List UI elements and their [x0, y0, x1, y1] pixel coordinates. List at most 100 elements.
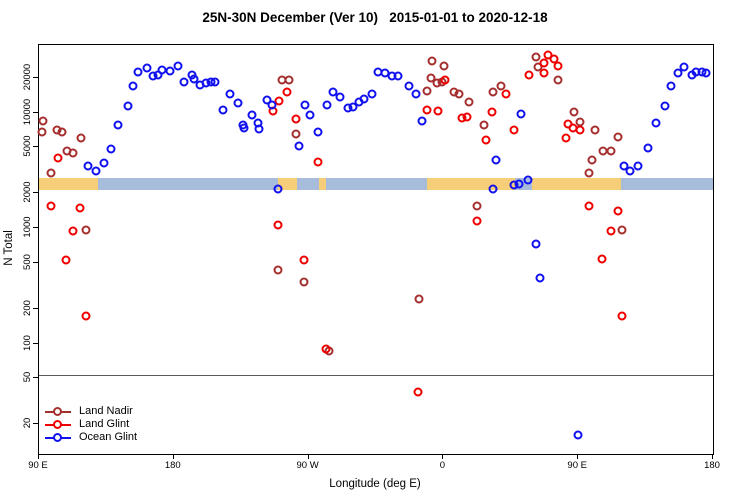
data-point-ocean-glint [294, 141, 304, 151]
data-point-ocean-glint [651, 118, 661, 128]
data-point-ocean-glint [491, 155, 501, 165]
map-band-segment-ocean [98, 178, 279, 190]
data-point-land-nadir [284, 75, 294, 85]
data-point-ocean-glint [247, 110, 257, 120]
data-point-land-nadir [81, 225, 91, 235]
data-point-ocean-glint [673, 68, 683, 78]
y-tick-label: 50 [22, 371, 33, 383]
data-point-ocean-glint [83, 161, 93, 171]
data-point-land-nadir [454, 89, 464, 99]
data-point-ocean-glint [633, 161, 643, 171]
y-tick [33, 377, 38, 379]
data-point-land-glint [433, 106, 443, 116]
data-point-ocean-glint [173, 61, 183, 71]
data-point-ocean-glint [514, 179, 524, 189]
y-tick [33, 76, 38, 78]
data-point-land-glint [321, 344, 331, 354]
data-point-land-glint [61, 255, 71, 265]
data-point-ocean-glint [133, 67, 143, 77]
data-point-ocean-glint [393, 71, 403, 81]
chart-title: 25N-30N December (Ver 10) 2015-01-01 to … [202, 10, 548, 25]
data-point-ocean-glint [404, 81, 414, 91]
legend-circle-icon [53, 420, 62, 429]
y-tick-label: 2000 [22, 181, 33, 203]
data-point-land-nadir [613, 132, 623, 142]
data-point-ocean-glint [619, 161, 629, 171]
data-point-land-glint [273, 220, 283, 230]
data-point-land-glint [291, 114, 301, 124]
data-point-land-nadir [291, 129, 301, 139]
data-point-ocean-glint [359, 94, 369, 104]
y-axis-title: N Total [3, 230, 15, 266]
legend-label: Land Nadir [79, 405, 133, 417]
legend: Land Nadir Land Glint Ocean Glint [45, 405, 137, 444]
legend-item-ocean-glint: Ocean Glint [45, 431, 137, 444]
map-band-segment-land [39, 178, 98, 190]
data-point-ocean-glint [300, 100, 310, 110]
legend-circle-icon [53, 433, 62, 442]
data-point-land-nadir [273, 265, 283, 275]
data-point-ocean-glint [666, 81, 676, 91]
data-point-land-glint [606, 226, 616, 236]
data-point-land-nadir [587, 155, 597, 165]
y-tick-label: 100 [22, 334, 33, 351]
data-point-land-nadir [584, 168, 594, 178]
data-point-ocean-glint [305, 110, 315, 120]
data-point-ocean-glint [573, 430, 583, 440]
data-point-land-glint [539, 58, 549, 68]
data-point-ocean-glint [335, 92, 345, 102]
data-point-land-glint [440, 75, 450, 85]
data-point-land-nadir [606, 146, 616, 156]
x-tick-label: 180 [704, 460, 720, 471]
data-point-ocean-glint [488, 184, 498, 194]
y-tick [33, 342, 38, 344]
data-point-land-glint [584, 201, 594, 211]
data-point-ocean-glint [142, 63, 152, 73]
legend-label: Ocean Glint [79, 431, 138, 443]
data-point-land-glint [462, 112, 472, 122]
y-tick-label: 500 [22, 253, 33, 270]
map-band-segment-land [426, 178, 515, 190]
data-point-land-nadir [422, 86, 432, 96]
map-band-segment-ocean [621, 178, 713, 190]
data-point-land-nadir [37, 127, 47, 137]
data-point-ocean-glint [516, 109, 526, 118]
data-point-land-glint [509, 125, 519, 135]
plot-area: Land Nadir Land Glint Ocean Glint [37, 44, 714, 455]
data-point-land-glint [543, 50, 553, 60]
legend-marker-land-glint [45, 420, 71, 429]
data-point-land-nadir [46, 168, 56, 178]
data-point-land-glint [617, 311, 627, 321]
data-point-land-glint [553, 61, 563, 71]
data-point-land-nadir [575, 117, 585, 127]
data-point-ocean-glint [348, 102, 358, 112]
data-point-ocean-glint [123, 101, 133, 111]
y-tick [33, 227, 38, 228]
data-point-land-glint [299, 255, 309, 265]
legend-marker-land-nadir [45, 407, 71, 416]
map-band-segment-land [319, 178, 326, 190]
data-point-land-nadir [590, 125, 600, 135]
data-point-land-nadir [427, 56, 437, 66]
data-point-land-nadir [569, 107, 579, 117]
data-point-ocean-glint [218, 105, 228, 115]
y-tick-label: 20000 [22, 63, 33, 90]
data-point-land-nadir [488, 87, 498, 97]
data-point-ocean-glint [625, 166, 635, 176]
x-tick-label: 90 E [28, 460, 48, 471]
data-point-land-nadir [439, 61, 449, 71]
data-point-land-glint [487, 107, 497, 117]
x-tick-label: 0 [439, 460, 446, 471]
data-point-land-glint [613, 206, 623, 216]
data-point-ocean-glint [239, 123, 249, 133]
data-point-ocean-glint [165, 66, 175, 76]
data-point-ocean-glint [328, 87, 338, 97]
data-point-ocean-glint [643, 143, 653, 153]
data-point-ocean-glint [225, 89, 235, 99]
y-tick-label: 1000 [22, 216, 33, 238]
data-point-ocean-glint [535, 273, 545, 283]
data-point-ocean-glint [660, 101, 670, 111]
data-point-land-glint [561, 133, 571, 143]
x-tick [442, 454, 444, 459]
